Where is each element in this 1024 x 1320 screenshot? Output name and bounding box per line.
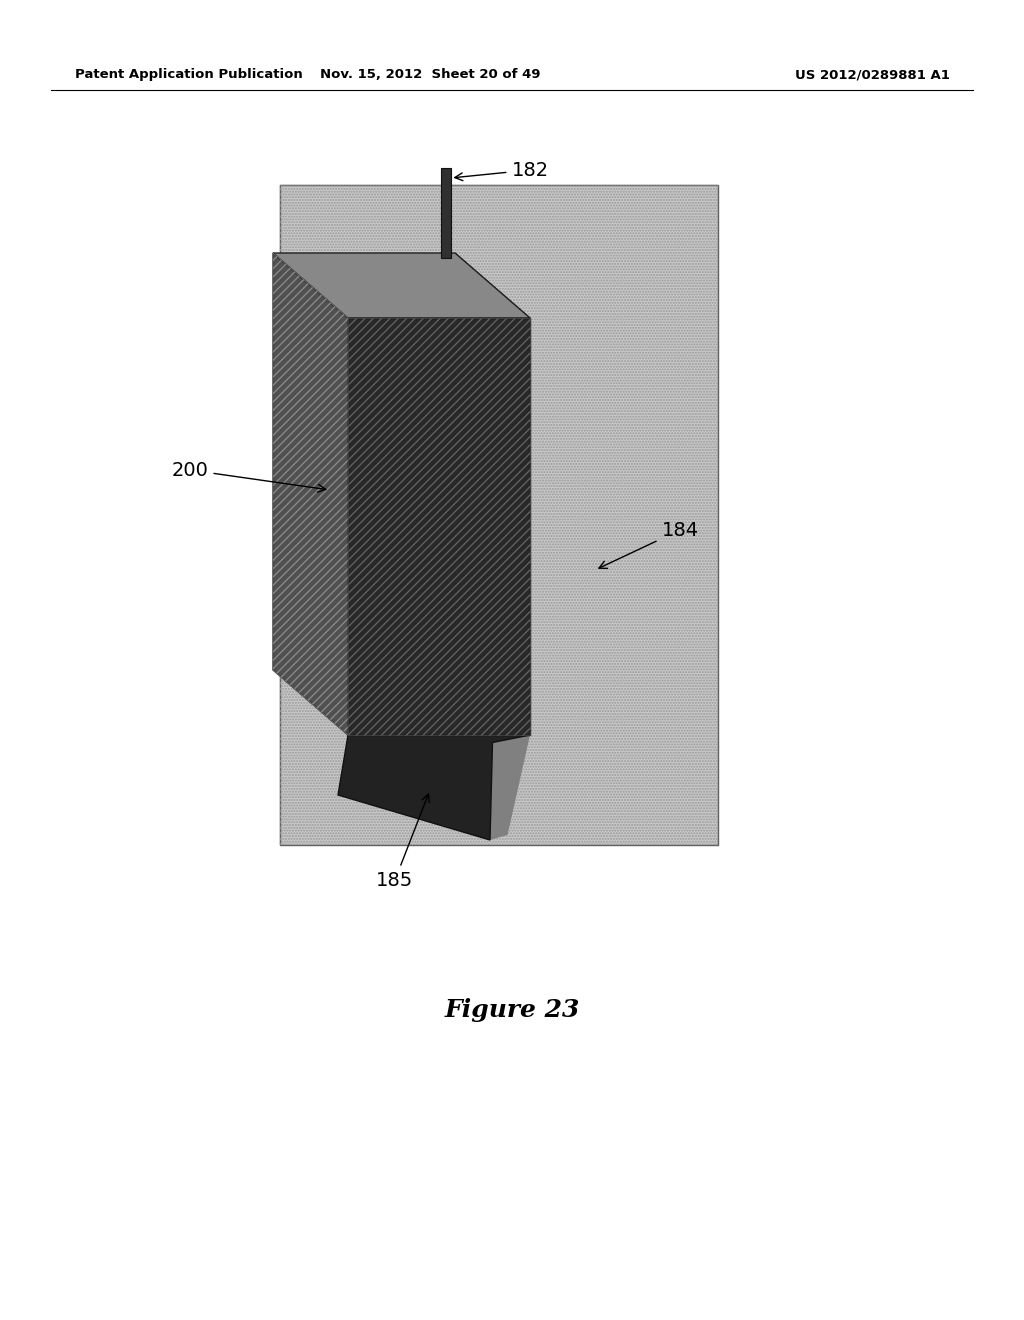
Polygon shape [348,318,530,735]
Text: Patent Application Publication: Patent Application Publication [75,69,303,81]
Polygon shape [338,735,530,840]
Text: 185: 185 [377,795,429,890]
Text: 184: 184 [599,520,698,569]
Bar [440,168,451,257]
Polygon shape [273,253,530,318]
Bar [280,185,718,845]
Text: Nov. 15, 2012  Sheet 20 of 49: Nov. 15, 2012 Sheet 20 of 49 [319,69,541,81]
Polygon shape [455,671,530,840]
Text: 182: 182 [455,161,549,181]
Text: US 2012/0289881 A1: US 2012/0289881 A1 [795,69,950,81]
Bar [280,185,718,845]
Text: Figure 23: Figure 23 [444,998,580,1022]
Polygon shape [455,253,530,735]
Polygon shape [273,253,348,735]
Text: 200: 200 [172,461,326,492]
